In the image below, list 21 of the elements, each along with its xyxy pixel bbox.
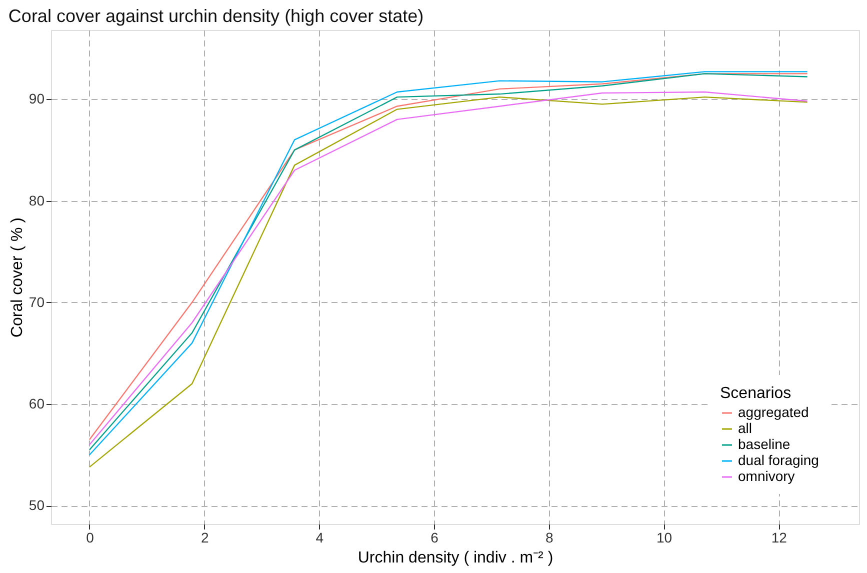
y-tick-label: 60 xyxy=(28,396,45,412)
x-axis-title: Urchin density ( indiv . m⁻² ) xyxy=(358,550,554,566)
x-tick-label: 10 xyxy=(656,530,672,546)
x-tick-label: 2 xyxy=(200,530,209,546)
y-axis-title: Coral cover ( % ) xyxy=(8,217,26,338)
x-tick-label: 4 xyxy=(316,530,324,546)
x-tick-label: 8 xyxy=(545,530,554,546)
y-tick-label: 80 xyxy=(28,192,45,208)
x-tick-label: 6 xyxy=(430,530,439,546)
chart-title: Coral cover against urchin density (high cover state) xyxy=(8,6,424,26)
legend-label: dual foraging xyxy=(738,452,819,468)
y-tick-label: 70 xyxy=(28,294,45,310)
legend-label: all xyxy=(738,420,752,436)
legend-label: omnivory xyxy=(738,468,795,484)
legend-title: Scenarios xyxy=(720,385,792,402)
x-tick-label: 12 xyxy=(771,530,788,546)
legend-label: baseline xyxy=(738,436,790,452)
y-tick-label: 50 xyxy=(28,497,45,514)
x-tick-label: 0 xyxy=(86,530,94,546)
legend-label: aggregated xyxy=(738,404,809,420)
y-tick-label: 90 xyxy=(28,90,45,107)
